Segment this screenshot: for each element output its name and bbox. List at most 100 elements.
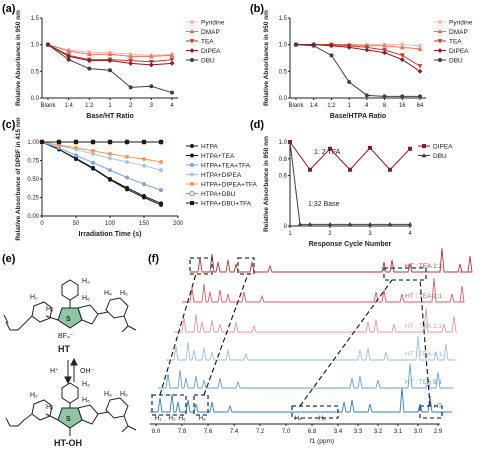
data-point [347,80,352,84]
data-point [169,52,175,58]
label-h3-bottom: H₃ [82,381,90,388]
phenyl-ring-top-2 [61,382,79,404]
data-point [170,90,174,95]
data-point [108,177,112,182]
data-point [125,187,129,192]
nmr-xtick-label: 3.1 [394,429,403,435]
yaxis-label: Relative Absorbance of DPBF in 415 nm [15,117,22,241]
highlight-box [193,394,209,416]
ytick-label: 0.00 [27,214,39,220]
data-point [40,140,44,144]
ytick-label: 0.6 [279,174,288,180]
data-point [311,43,316,48]
label-backward: OH⁻ [80,368,95,375]
xaxis-label: Base/HT Ratio [86,113,133,120]
data-point [294,42,298,47]
data-point [307,221,313,227]
legend-label: Pyridine [201,20,225,27]
series-line [41,141,162,171]
data-point [107,58,113,64]
data-point [128,60,134,66]
label-ht-oh: HT-OH [54,438,82,448]
legend-marker [189,29,195,34]
xtick-label: 1:2 [85,103,94,109]
xtick-label: 4 [170,103,174,109]
data-point [86,51,92,57]
nmr-xtick-label: 8.0 [152,429,161,435]
panel-label-b: (b) [250,3,264,15]
data-point [91,140,95,144]
data-point [169,60,175,66]
cyclopentene-ring [77,304,99,325]
data-point [142,163,146,168]
legend-marker [438,58,442,62]
data-point [364,47,370,53]
data-point [46,42,50,47]
data-point [107,51,113,57]
nmr-spectrum [166,335,456,361]
xaxis-label: Response Cycle Number [309,241,392,248]
legend-marker [190,163,194,167]
data-point [159,202,163,207]
panel-label-f: (f) [148,253,159,265]
xtick-label: 8 [383,103,387,109]
legend-label: HTPA+DIPEA+TFA [201,182,258,189]
nmr-spectrum [174,307,457,333]
ytick-label: 1.00 [27,140,39,146]
data-point [57,140,61,144]
data-point [125,140,129,144]
data-point [148,59,154,65]
data-point [108,168,112,173]
phenyl-ring-right-2 [105,397,129,419]
structure-ht-oh [5,382,137,436]
annotation-tfa: 1: 2 TFA [314,149,341,156]
ytick-label: 0.0 [279,96,288,102]
data-point [387,221,393,227]
data-point [148,62,154,68]
data-point [91,148,95,153]
spectrum-label: HT : TEA 1:1 [405,293,442,300]
structure-ht [3,279,137,333]
peak-label: H₄ [294,415,302,422]
xtick-label: Blank [40,103,56,109]
data-point [400,42,405,47]
xtick-label: 1 [347,103,351,109]
data-point [108,68,112,73]
data-point [364,93,369,98]
data-point [382,94,387,99]
spectrum-label: HT : TEA 4:1 [405,351,442,358]
peak-shift-connector [159,273,197,396]
data-point [91,166,95,171]
data-point [364,45,370,50]
label-h1-bottom: H₁ [46,404,54,411]
peak-label: H₆ [178,415,186,422]
nmr-spectrum [182,277,465,303]
yaxis-label: Relative Absorbance in 950 nm [263,136,270,232]
nmr-xaxis-label: f1 (ppm) [310,438,334,445]
structure-labels: H₃ H₂ H₁ H₆ H₄ H₅ S BF₄⁻ HT H⁺ OH⁻ H₃ H₂… [30,278,128,448]
legend-marker [437,29,443,34]
legend-label: DMAP [449,29,468,36]
data-point [399,57,405,62]
data-point [66,48,72,53]
peak-shift-connector [299,279,393,407]
ytick-label: 1.0 [31,43,40,49]
nmr-xtick-label: 3.4 [334,429,343,435]
legend-label: DMAP [201,29,220,36]
data-point [87,66,92,71]
data-point [169,57,175,62]
spectrum-label: HT : TEA 1:2 [405,263,442,270]
data-point [408,146,412,151]
label-h1-top: H₁ [46,306,54,313]
xtick-label: 1 [108,103,112,109]
label-h2-top: H₂ [30,294,38,301]
nmr-xtick-label: 7.2 [256,429,265,435]
nmr-xtick-label: 2.9 [434,429,443,435]
data-point [346,44,352,50]
nmr-xtick-label: 7.4 [230,429,239,435]
data-point [142,195,146,200]
xtick-label: 1 [288,231,292,237]
chart-c: 0.00 0.25 0.50 0.75 1.00 0 50 100 150 200 Irradiat… [15,117,258,241]
legend-marker [190,20,194,24]
